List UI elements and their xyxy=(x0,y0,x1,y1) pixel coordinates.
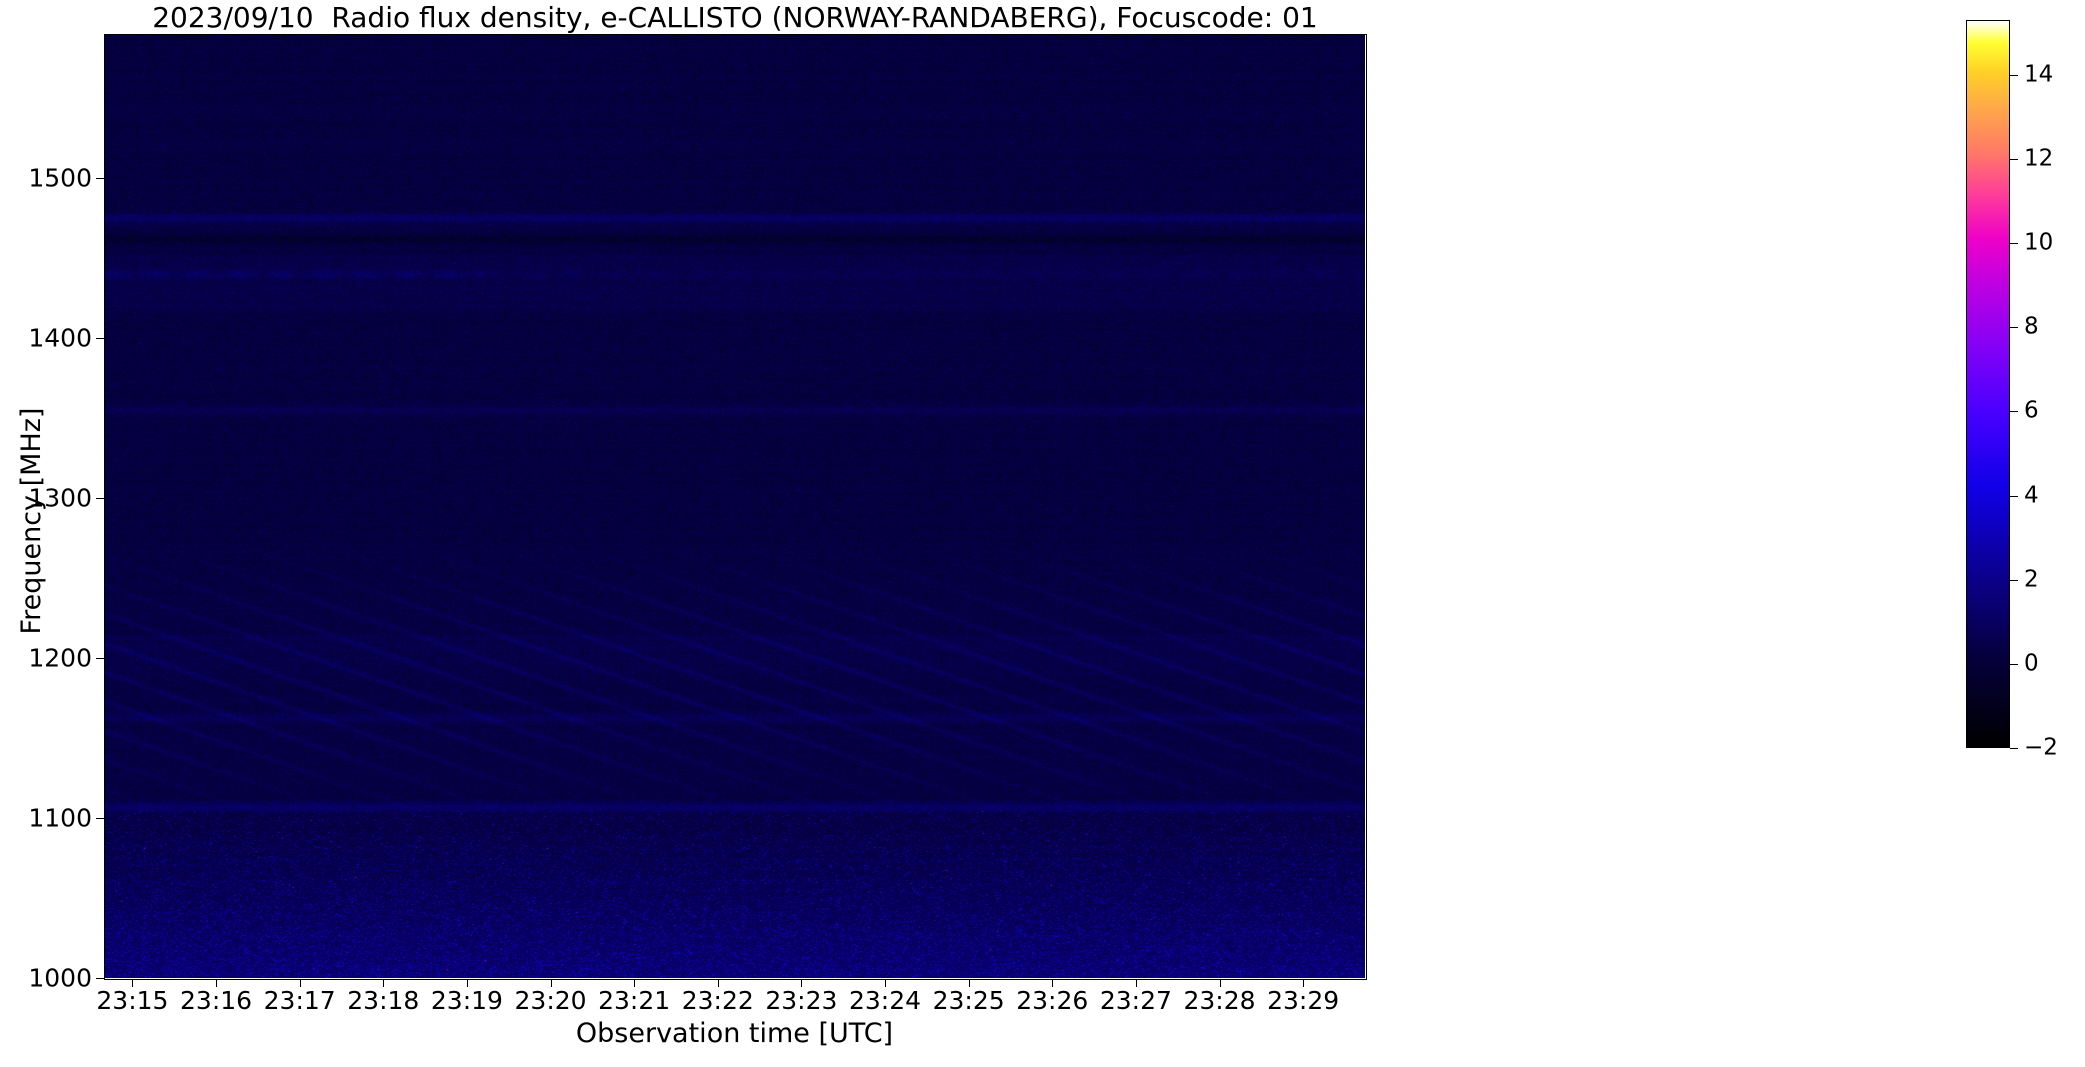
colorbar-tick-mark xyxy=(2010,579,2018,581)
x-axis-tick-mark xyxy=(550,979,552,987)
colorbar-tick-mark xyxy=(2010,663,2018,665)
y-axis-tick-mark xyxy=(96,338,104,339)
x-axis-tick-mark xyxy=(299,979,301,987)
x-axis-tick-mark xyxy=(634,979,636,987)
x-axis-tick-mark xyxy=(968,979,970,987)
y-axis-tick-labels: 1000 1100 1200 1300 1400 1500 xyxy=(0,34,92,991)
x-axis-tick-label: 23:20 xyxy=(514,986,587,1015)
colorbar-tick-label: 8 xyxy=(2024,313,2039,340)
x-axis-tick-label: 23:25 xyxy=(932,986,1005,1015)
x-axis-tick-label: 23:24 xyxy=(848,986,922,1015)
x-axis-tick-label: 23:27 xyxy=(1099,986,1172,1015)
x-axis-tick-labels: 23:15 23:16 23:17 23:18 23:19 23:20 23:21 23:22… xyxy=(96,986,1365,1020)
colorbar-tick-label: 10 xyxy=(2024,229,2054,256)
x-axis-tick-label: 23:26 xyxy=(1016,986,1089,1015)
x-axis-tick-mark xyxy=(1052,979,1054,987)
y-axis-tick-label: 1300 xyxy=(28,483,92,513)
y-axis-tick-label: 1400 xyxy=(28,323,92,353)
y-axis-label: Frequency [MHz] xyxy=(16,407,47,635)
y-axis-tick-label: 1500 xyxy=(28,163,92,193)
y-axis-tick-label: 1000 xyxy=(28,963,92,993)
colorbar-tick-mark xyxy=(2010,411,2018,413)
x-axis-tick-label: 23:29 xyxy=(1267,986,1340,1015)
x-axis-label: Observation time [UTC] xyxy=(575,1018,894,1049)
x-axis-tick-label: 23:22 xyxy=(681,986,754,1015)
colorbar-gradient xyxy=(1967,21,2009,747)
colorbar-tick-mark xyxy=(2010,327,2018,329)
page-title: 2023/09/10 Radio flux density, e-CALLIST… xyxy=(152,1,1318,34)
x-axis-tick-mark xyxy=(1135,979,1137,987)
x-axis-tick-label: 23:17 xyxy=(263,986,336,1015)
y-axis-tick-label: 1200 xyxy=(28,643,92,673)
colorbar-tick-mark xyxy=(2010,495,2018,497)
x-axis-tick-label: 23:15 xyxy=(96,986,169,1015)
x-axis-tick-mark xyxy=(466,979,468,987)
x-axis-tick-label: 23:19 xyxy=(430,986,503,1015)
colorbar-tick-label: 12 xyxy=(2024,145,2054,172)
colorbar-tick-label: 14 xyxy=(2024,61,2054,88)
colorbar-tick-label: 6 xyxy=(2024,397,2039,424)
x-axis-tick-mark xyxy=(1303,979,1305,987)
colorbar-tick-mark xyxy=(2010,158,2018,160)
x-axis-tick-mark xyxy=(717,979,719,987)
colorbar-tick-label: 2 xyxy=(2024,566,2039,593)
x-axis-tick-mark xyxy=(885,979,887,987)
x-axis-tick-mark xyxy=(1219,979,1221,987)
colorbar-tick-mark xyxy=(2010,74,2018,76)
colorbar-tick-label: 4 xyxy=(2024,482,2039,508)
x-axis-tick-label: 23:21 xyxy=(598,986,671,1015)
x-axis-tick-mark xyxy=(132,979,134,987)
y-axis-tick-mark xyxy=(96,658,104,659)
colorbar xyxy=(1966,20,2010,748)
y-axis-tick-mark xyxy=(96,178,104,179)
colorbar-tick-label: −2 xyxy=(2024,734,2058,761)
spectrogram-canvas xyxy=(104,34,1365,978)
colorbar-tick-mark xyxy=(2010,243,2018,245)
spectrogram-plot-area xyxy=(104,34,1365,978)
x-axis-tick-mark xyxy=(216,979,218,987)
x-axis-tick-mark xyxy=(383,979,385,987)
x-axis-tick-mark xyxy=(801,979,803,987)
colorbar-tick-label: 0 xyxy=(2024,650,2039,677)
colorbar-tick-group: −2 0 2 4 6 8 10 12 14 xyxy=(1966,20,2085,759)
colorbar-tick-mark xyxy=(2010,748,2018,749)
y-axis-tick-mark xyxy=(96,498,104,499)
x-axis-tick-label: 23:28 xyxy=(1183,986,1256,1015)
y-axis-tick-mark xyxy=(96,978,104,979)
x-axis-tick-label: 23:18 xyxy=(347,986,420,1015)
y-axis-tick-label: 1100 xyxy=(28,803,92,833)
y-axis-tick-mark xyxy=(96,818,104,819)
x-axis-tick-label: 23:16 xyxy=(180,986,253,1015)
x-axis-tick-label: 23:23 xyxy=(765,986,838,1015)
